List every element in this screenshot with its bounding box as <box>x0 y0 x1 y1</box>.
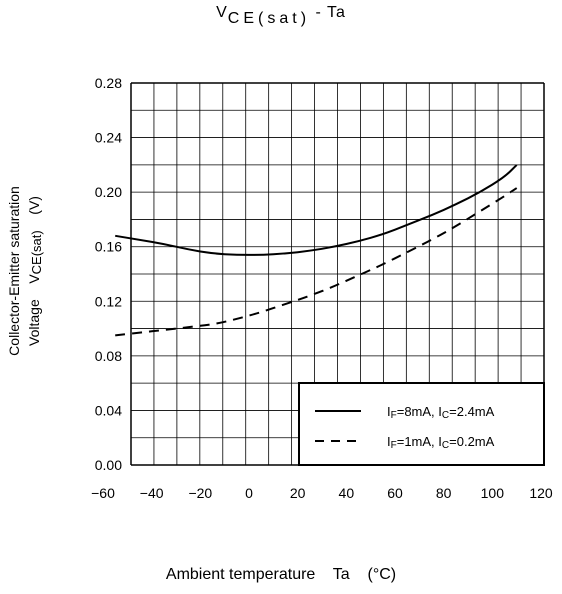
x-tick-label: −60 <box>91 485 115 501</box>
series-layer <box>115 164 518 337</box>
legend-box <box>298 382 545 466</box>
x-tick-label: 40 <box>339 485 355 501</box>
series-line-1 <box>115 164 518 256</box>
y-tick-label: 0.04 <box>95 402 122 418</box>
x-tick-label: −20 <box>188 485 212 501</box>
x-tick-label: 80 <box>436 485 452 501</box>
y-tick-label: 0.12 <box>95 293 122 309</box>
legend-subscript: C <box>442 410 449 421</box>
series-line-2 <box>115 187 518 337</box>
y-tick-label: 0.20 <box>95 184 122 200</box>
x-tick-label: −40 <box>140 485 164 501</box>
y-axis-label: Collector-Emitter saturation Voltage VCE… <box>6 186 44 356</box>
x-tick-label: 120 <box>529 485 553 501</box>
legend-text: I <box>387 404 391 419</box>
legend-subscript: F <box>391 440 397 451</box>
chart-title: VCE(sat) - Ta <box>216 4 346 27</box>
x-tick-label: 20 <box>290 485 306 501</box>
legend-label-2: IF=1mA, IC=0.2mA <box>387 434 495 451</box>
legend-label-1: IF=8mA, IC=2.4mA <box>387 404 495 421</box>
x-axis-label: Ambient temperature Ta (°C) <box>165 566 397 583</box>
y-tick-label: 0.08 <box>95 348 122 364</box>
y-tick-labels: 0.00 0.04 0.08 0.12 0.16 0.20 0.24 0.28 <box>95 75 122 473</box>
x-tick-label: 60 <box>387 485 403 501</box>
x-tick-labels: −60 −40 −20 0 20 40 60 80 100 120 <box>91 485 553 501</box>
legend-text: I <box>387 434 391 449</box>
y-tick-label: 0.16 <box>95 239 122 255</box>
y-tick-label: 0.00 <box>95 457 122 473</box>
x-tick-label: 100 <box>481 485 505 501</box>
legend-text: =8mA, I <box>397 404 442 419</box>
legend-text: =2.4mA <box>449 404 494 419</box>
legend-subscript: F <box>391 410 397 421</box>
legend-subscript: C <box>442 440 449 451</box>
y-tick-label: 0.24 <box>95 130 122 146</box>
y-tick-label: 0.28 <box>95 75 122 91</box>
x-tick-label: 0 <box>245 485 253 501</box>
legend-text: =1mA, I <box>397 434 442 449</box>
legend-text: =0.2mA <box>449 434 494 449</box>
